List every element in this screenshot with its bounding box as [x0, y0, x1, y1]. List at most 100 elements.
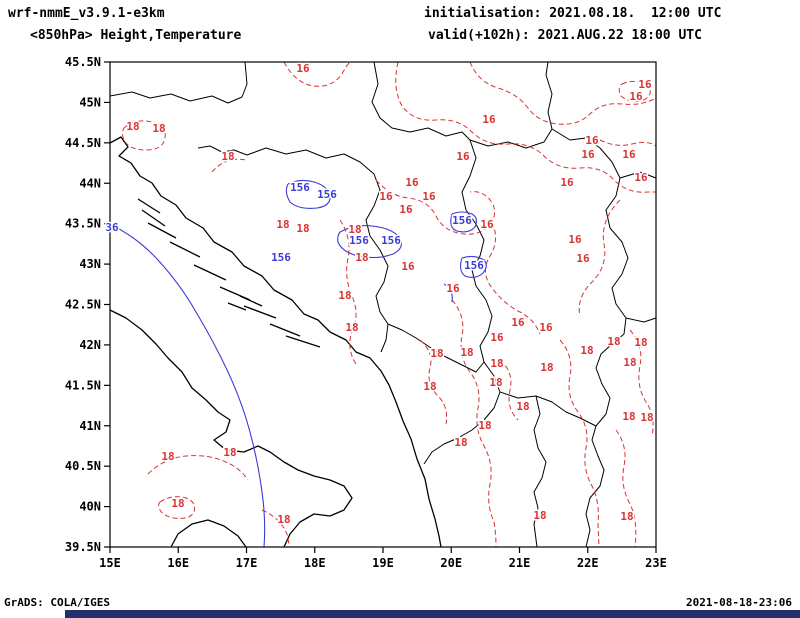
temp-contour-label: 18 [516, 400, 529, 413]
temp-contour-label: 16 [622, 148, 636, 161]
height-contour-label: 156 [349, 234, 369, 247]
temp-contour-label: 18 [430, 347, 443, 360]
temp-contour-label: 16 [446, 282, 460, 295]
temp-contour-label: 18 [454, 436, 467, 449]
coastlines-and-borders [109, 61, 657, 548]
lon-tick-label: 21E [509, 556, 531, 570]
temp-contour-label: 18 [223, 446, 236, 459]
creation-timestamp: 2021-08-18-23:06 [686, 596, 792, 609]
adriatic-east-coastline [109, 136, 442, 548]
lat-tick-label: 44.5N [65, 136, 101, 150]
italy-south-coastline [170, 519, 247, 548]
temp-contour-label: 16 [576, 252, 590, 265]
temp-contour-label: 18 [221, 150, 234, 163]
temp-contour-label: 18 [355, 251, 368, 264]
lon-tick-label: 20E [440, 556, 462, 570]
temp-contour-label: 18 [345, 321, 358, 334]
montenegro-border [387, 323, 485, 373]
lon-tick-label: 17E [236, 556, 258, 570]
temp-contour-label: 16 [422, 190, 436, 203]
lat-tick-label: 44N [79, 176, 101, 190]
temp-contour-label: 16 [379, 190, 393, 203]
lon-tick-label: 18E [304, 556, 326, 570]
temp-contour-label: 16 [296, 62, 310, 75]
temp-contour-label: 16 [560, 176, 574, 189]
temp-contour-label: 16 [401, 260, 415, 273]
temp-contour-label: 16 [511, 316, 525, 329]
italy-coastline [109, 309, 353, 548]
temp-contour-label: 16 [480, 218, 494, 231]
init-time: initialisation: 2021.08.18. 12:00 UTC [424, 6, 722, 21]
grads-credit: GrADS: COLA/IGES [4, 596, 110, 609]
temp-contour-label: 18 [276, 218, 289, 231]
lon-tick-label: 16E [167, 556, 189, 570]
temp-contour-label: 18 [460, 346, 473, 359]
height-contour-label: 36 [105, 221, 119, 234]
east-borders [551, 128, 657, 548]
temp-contour-label: 16 [581, 148, 595, 161]
bosnia-border [197, 145, 389, 353]
height-contour-label: 156 [317, 188, 337, 201]
height-contour-label: 156 [381, 234, 401, 247]
temp-contour-label: 18 [623, 356, 636, 369]
temp-contour-label: 16 [638, 78, 652, 91]
model-title: wrf-nmmE_v3.9.1-e3km [8, 6, 165, 21]
temp-contour-label: 16 [634, 171, 648, 184]
lat-tick-label: 45.5N [65, 55, 101, 69]
temp-contour-label: 16 [539, 321, 553, 334]
temp-contour-label: 18 [126, 120, 139, 133]
temp-contour-label: 18 [540, 361, 553, 374]
temp-contour-label: 18 [478, 419, 491, 432]
temp-contour-label: 18 [580, 344, 593, 357]
temp-contour-label: 18 [171, 497, 184, 510]
height-contour-label: 156 [290, 181, 310, 194]
temp-contour-label: 18 [296, 222, 309, 235]
lat-tick-label: 45N [79, 95, 101, 109]
temp-contour-label: 18 [622, 410, 635, 423]
lat-tick-label: 42N [79, 338, 101, 352]
temp-contour-label: 18 [489, 376, 502, 389]
adriatic-islands [137, 198, 321, 348]
temp-contour-label: 18 [490, 357, 503, 370]
temp-contour-label: 16 [585, 134, 599, 147]
height-contours [109, 179, 487, 548]
temp-contour-label: 18 [620, 510, 633, 523]
height-contour-label: 156 [271, 251, 291, 264]
temp-contour-label: 16 [568, 233, 582, 246]
temp-contour-label: 18 [277, 513, 290, 526]
temp-contour-label: 18 [634, 336, 647, 349]
lat-tick-label: 39.5N [65, 540, 101, 554]
temp-contour-label: 18 [640, 411, 653, 424]
temp-contour-label: 18 [161, 450, 174, 463]
northwest-border [109, 61, 248, 104]
temp-contour-label: 18 [607, 335, 620, 348]
valid-time: valid(+102h): 2021.AUG.22 18:00 UTC [428, 28, 702, 43]
serbia-west-border [423, 139, 501, 465]
temp-contour-label: 16 [399, 203, 413, 216]
macedonia-border [499, 391, 597, 548]
north-border [371, 61, 553, 149]
background-window-edge [65, 610, 800, 618]
lat-tick-label: 43.5N [65, 217, 101, 231]
axis-ticks: 45.5N 45N 44.5N 44N 43.5N 43N 42.5N 42N 41.5N 41N… [65, 55, 667, 570]
temp-contour-label: 16 [456, 150, 470, 163]
height-contour-label: 156 [464, 259, 484, 272]
temp-contour-label: 18 [348, 223, 361, 236]
lon-tick-label: 19E [372, 556, 394, 570]
lat-tick-label: 40.5N [65, 459, 101, 473]
temp-contour-label: 18 [152, 122, 165, 135]
temp-contour-label: 16 [490, 331, 504, 344]
lat-tick-label: 41.5N [65, 378, 101, 392]
field-title: <850hPa> Height,Temperature [30, 28, 242, 43]
lat-tick-label: 41N [79, 419, 101, 433]
temp-contour-label: 16 [482, 113, 496, 126]
temp-contour-label: 18 [533, 509, 546, 522]
lon-tick-label: 22E [577, 556, 599, 570]
temp-contour-label: 18 [338, 289, 351, 302]
lon-tick-label: 23E [645, 556, 667, 570]
lat-tick-label: 42.5N [65, 298, 101, 312]
lon-tick-label: 15E [99, 556, 121, 570]
height-contour-label: 156 [452, 214, 472, 227]
temp-contour-label: 18 [423, 380, 436, 393]
